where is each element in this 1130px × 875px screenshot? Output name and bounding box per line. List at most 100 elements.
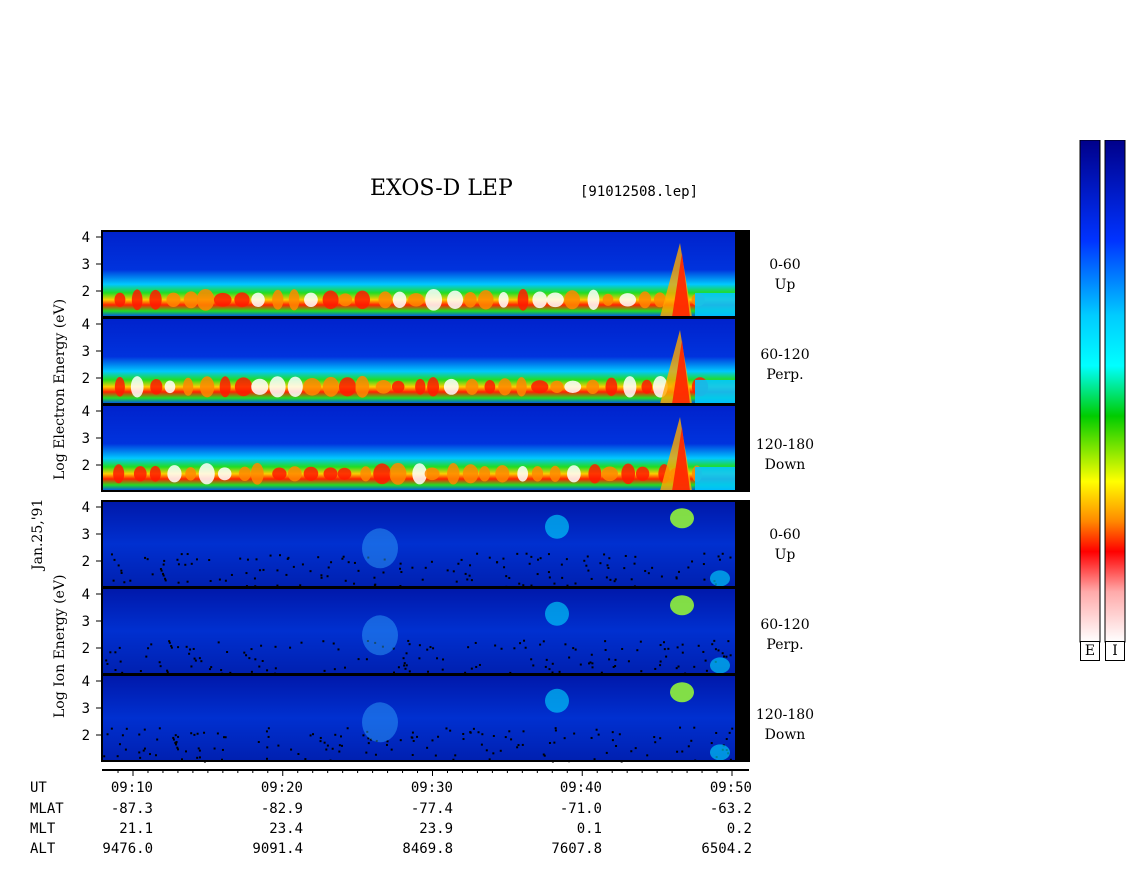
speckle [213, 747, 216, 750]
speckle [304, 758, 307, 761]
speckle [449, 729, 452, 732]
speckle [319, 740, 322, 743]
date-label: Jan.25,'91 [30, 498, 46, 570]
speckle [220, 669, 223, 672]
speckle [608, 658, 611, 661]
speckle [539, 557, 542, 560]
burst [415, 378, 426, 395]
panel-angle: 0-60 [769, 257, 801, 273]
speckle [579, 663, 582, 666]
speckle [159, 665, 162, 668]
speckle [476, 552, 479, 555]
axis-row-value: 9476.0 [102, 841, 153, 857]
speckle [217, 641, 220, 644]
speckle [170, 645, 173, 648]
speckle [519, 642, 522, 645]
speckle [711, 643, 714, 646]
speckle [144, 556, 147, 559]
ytick-label: 3 [82, 614, 90, 630]
speckle [421, 578, 424, 581]
speckle [373, 584, 376, 587]
speckle [261, 659, 264, 662]
speckle [681, 651, 684, 654]
speckle [614, 665, 617, 668]
axis-row-name-mlt: MLT [30, 821, 56, 837]
speckle [195, 558, 198, 561]
panel-direction: Up [774, 277, 796, 293]
speckle [621, 647, 624, 650]
burst [498, 292, 509, 308]
speckle [475, 665, 478, 668]
speckle [702, 563, 705, 566]
speckle [365, 658, 368, 661]
speckle [158, 727, 161, 730]
speckle [565, 558, 568, 561]
burst [447, 290, 464, 310]
ytick-label: 2 [82, 641, 90, 657]
speckle [504, 736, 507, 739]
speckle [110, 553, 113, 556]
axis-row-value: 09:20 [260, 780, 303, 796]
speckle [627, 660, 630, 663]
speckle [159, 567, 162, 570]
burst [164, 380, 176, 394]
speckle [176, 558, 179, 561]
speckle [224, 736, 227, 739]
burst [462, 464, 479, 484]
speckle [524, 646, 527, 649]
speckle [403, 662, 406, 665]
speckle [166, 671, 169, 674]
burst [304, 292, 318, 307]
speckle [309, 570, 312, 573]
speckle [366, 639, 369, 642]
speckle [279, 554, 282, 557]
speckle [289, 646, 292, 649]
speckle [605, 751, 608, 754]
speckle [150, 643, 153, 646]
speckle [189, 648, 192, 651]
speckle [591, 666, 594, 669]
speckle [675, 577, 678, 580]
speckle [330, 561, 333, 564]
speckle [200, 660, 203, 663]
panel-angle: 60-120 [760, 347, 810, 363]
burst [198, 463, 215, 485]
panel-direction: Down [764, 457, 806, 473]
speckle [725, 655, 728, 658]
ytick-label: 3 [82, 431, 90, 447]
speckle [572, 647, 575, 650]
speckle [544, 665, 547, 668]
burst [531, 380, 549, 394]
speckle [138, 751, 141, 754]
burst [391, 380, 405, 393]
speckle [160, 569, 163, 572]
speckle [367, 737, 370, 740]
burst [251, 292, 265, 307]
speckle [723, 655, 726, 658]
burst [130, 376, 144, 398]
speckle [172, 738, 175, 741]
speckle [162, 574, 165, 577]
ytick-label: 3 [82, 344, 90, 360]
speckle [129, 579, 132, 582]
speckle [319, 736, 322, 739]
speckle [481, 733, 484, 736]
speckle [196, 732, 199, 735]
speckle [357, 569, 360, 572]
speckle [424, 566, 427, 569]
speckle [176, 746, 179, 749]
speckle [727, 640, 730, 643]
speckle [426, 746, 429, 749]
burst [392, 291, 407, 308]
speckle [285, 573, 288, 576]
axis-row-value: 09:40 [559, 780, 602, 796]
speckle [112, 579, 115, 582]
speckle [367, 556, 370, 559]
burst [251, 378, 269, 395]
speckle [611, 739, 614, 742]
burst [567, 465, 581, 483]
speckle [369, 738, 372, 741]
speckle [383, 558, 386, 561]
speckle [703, 552, 706, 555]
